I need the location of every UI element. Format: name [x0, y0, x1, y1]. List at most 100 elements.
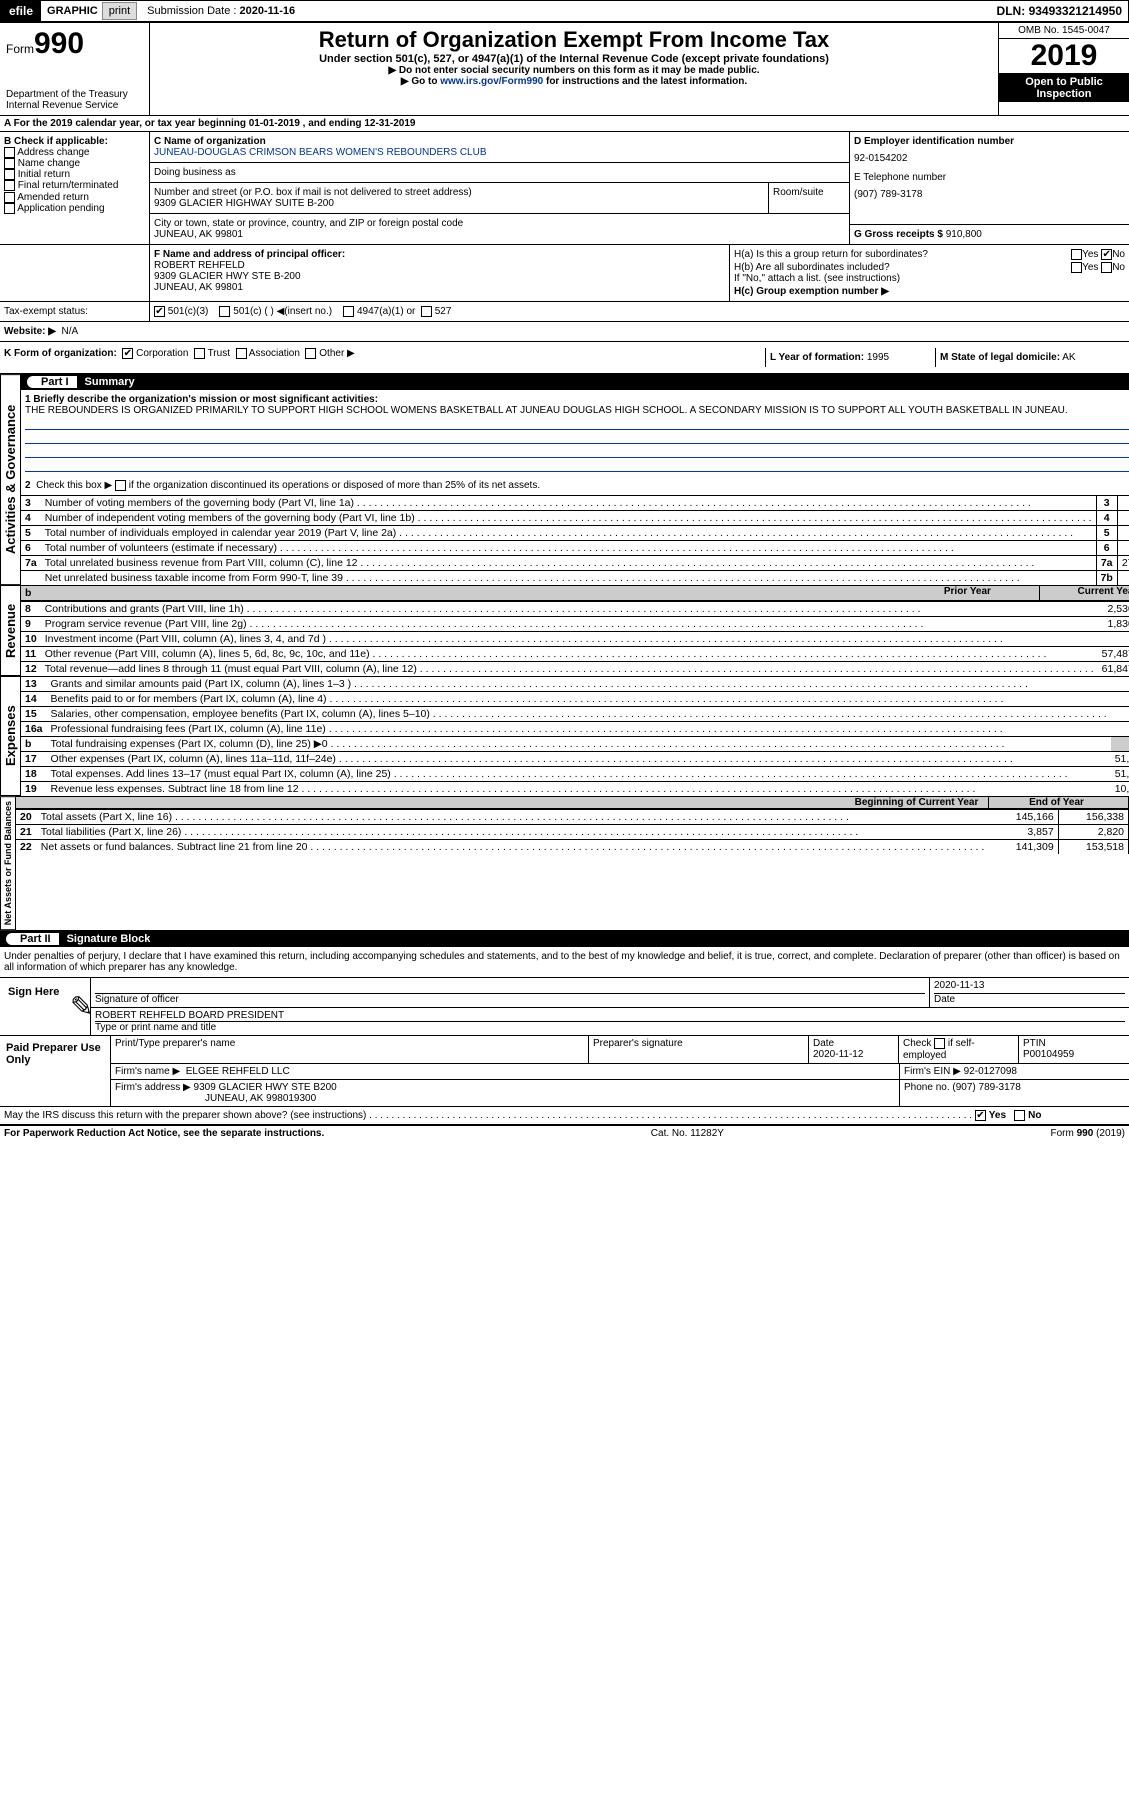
- sub3: ▶ Go to www.irs.gov/Form990 for instruct…: [156, 76, 992, 87]
- b-checkbox[interactable]: [4, 147, 15, 158]
- mayirs-no-checkbox[interactable]: [1014, 1110, 1025, 1121]
- ptin-label: PTIN: [1023, 1038, 1046, 1049]
- table-row: 19Revenue less expenses. Subtract line 1…: [21, 782, 1129, 797]
- end-year-hdr: End of Year: [989, 797, 1129, 808]
- mission-text: THE REBOUNDERS IS ORGANIZED PRIMARILY TO…: [25, 405, 1068, 416]
- footer: For Paperwork Reduction Act Notice, see …: [0, 1124, 1129, 1141]
- may-irs-row: May the IRS discuss this return with the…: [0, 1107, 1129, 1124]
- submission-date-label: Submission Date : 2020-11-16: [147, 5, 295, 17]
- paid-preparer-block: Paid Preparer Use Only Print/Type prepar…: [0, 1036, 1129, 1106]
- mayirs-yes-checkbox[interactable]: [975, 1110, 986, 1121]
- firm-ein: 92-0127098: [964, 1066, 1017, 1077]
- table-row: 16aProfessional fundraising fees (Part I…: [21, 722, 1129, 737]
- title-box: Return of Organization Exempt From Incom…: [150, 23, 999, 115]
- table-row: 5Total number of individuals employed in…: [21, 526, 1129, 541]
- sidebar-netassets: Net Assets or Fund Balances: [0, 796, 16, 930]
- sub1: Under section 501(c), 527, or 4947(a)(1)…: [156, 53, 992, 65]
- sig-date-label: Date: [934, 994, 1125, 1005]
- firm-addr-label: Firm's address ▶: [115, 1082, 191, 1093]
- line2-checkbox[interactable]: [115, 480, 126, 491]
- j-label: Website: ▶: [4, 326, 56, 337]
- ptin: P00104959: [1023, 1049, 1074, 1060]
- table-row: 18Total expenses. Add lines 13–17 (must …: [21, 767, 1129, 782]
- 527-checkbox[interactable]: [421, 306, 432, 317]
- print-button[interactable]: print: [102, 2, 137, 20]
- table-row: 10Investment income (Part VIII, column (…: [21, 632, 1129, 647]
- l-label: L Year of formation:: [770, 352, 864, 363]
- dln-lbl: DLN:: [997, 4, 1026, 18]
- sidebar-revenue: Revenue: [0, 585, 21, 676]
- part2-title: Signature Block: [67, 933, 151, 945]
- part1-title: Summary: [85, 376, 135, 388]
- ha-no-checkbox[interactable]: [1101, 249, 1112, 260]
- 4947-checkbox[interactable]: [343, 306, 354, 317]
- tax-year: 2019: [999, 39, 1129, 74]
- hc-label: H(c) Group exemption number ▶: [734, 286, 889, 297]
- sub3-pre: ▶ Go to: [401, 76, 440, 87]
- firm-city: JUNEAU, AK 998019300: [205, 1093, 316, 1104]
- expenses-table: 13Grants and similar amounts paid (Part …: [21, 676, 1129, 796]
- hb-yes-checkbox[interactable]: [1071, 262, 1082, 273]
- prep-phone-label: Phone no.: [904, 1082, 950, 1093]
- 501c3-checkbox[interactable]: [154, 306, 165, 317]
- self-employed-checkbox[interactable]: [934, 1038, 945, 1049]
- k-other-checkbox[interactable]: [305, 348, 316, 359]
- form-header: Form990 Department of the Treasury Inter…: [0, 22, 1129, 115]
- 501c-checkbox[interactable]: [219, 306, 230, 317]
- g-label: G Gross receipts $: [854, 229, 943, 240]
- may-irs-text: May the IRS discuss this return with the…: [4, 1110, 975, 1121]
- section-c: C Name of organization JUNEAU-DOUGLAS CR…: [150, 132, 849, 244]
- k-corp: Corporation: [136, 348, 188, 359]
- j-val: N/A: [62, 326, 79, 337]
- sign-here-label: Sign Here: [0, 978, 70, 1035]
- 501c: 501(c) ( ) ◀(insert no.): [233, 306, 332, 317]
- revenue-table: 8Contributions and grants (Part VIII, li…: [21, 601, 1129, 676]
- open-inspection: Open to Public Inspection: [999, 74, 1129, 102]
- netassets-block: Net Assets or Fund Balances Beginning of…: [0, 796, 1129, 931]
- b-item: Final return/terminated: [4, 180, 145, 191]
- k-trust-checkbox[interactable]: [194, 348, 205, 359]
- prep-date-label: Date: [813, 1038, 834, 1049]
- efile-button[interactable]: efile: [1, 1, 41, 21]
- k-trust: Trust: [208, 348, 230, 359]
- b-checkbox[interactable]: [4, 158, 15, 169]
- b-checkbox[interactable]: [4, 169, 15, 180]
- b-checkbox[interactable]: [4, 203, 15, 214]
- org-name-link[interactable]: JUNEAU-DOUGLAS CRIMSON BEARS WOMEN'S REB…: [154, 147, 487, 158]
- sig-date: 2020-11-13: [934, 980, 1125, 994]
- table-row: 22Net assets or fund balances. Subtract …: [16, 840, 1129, 855]
- i-label: Tax-exempt status:: [0, 302, 150, 321]
- omb: OMB No. 1545-0047: [999, 23, 1129, 39]
- b-checkbox[interactable]: [4, 192, 15, 203]
- sub-date-val: 2020-11-16: [239, 5, 295, 17]
- b-checkbox[interactable]: [4, 180, 15, 191]
- no1: No: [1112, 249, 1125, 260]
- part2-header: Part II Signature Block: [0, 931, 1129, 947]
- sub-date-lbl: Submission Date :: [147, 5, 236, 17]
- g-val: 910,800: [946, 229, 982, 240]
- k-assoc: Association: [249, 348, 300, 359]
- beg-year-hdr: Beginning of Current Year: [849, 797, 989, 808]
- governance-table: 3Number of voting members of the governi…: [21, 495, 1129, 585]
- firm-addr: 9309 GLACIER HWY STE B200: [194, 1082, 337, 1093]
- no2: No: [1112, 262, 1125, 273]
- prep-date: 2020-11-12: [813, 1049, 863, 1060]
- f-addr: 9309 GLACIER HWY STE B-200 JUNEAU, AK 99…: [154, 271, 725, 293]
- city-label: City or town, state or province, country…: [154, 218, 845, 229]
- graphic-label: GRAPHIC: [43, 5, 102, 17]
- irs-link[interactable]: www.irs.gov/Form990: [440, 76, 543, 87]
- table-row: 3Number of voting members of the governi…: [21, 496, 1129, 511]
- section-bcdeg: B Check if applicable: Address change Na…: [0, 132, 1129, 244]
- table-row: 12Total revenue—add lines 8 through 11 (…: [21, 662, 1129, 677]
- hb-no-checkbox[interactable]: [1101, 262, 1112, 273]
- section-f: F Name and address of principal officer:…: [150, 245, 729, 301]
- k-corp-checkbox[interactable]: [122, 348, 133, 359]
- k-assoc-checkbox[interactable]: [236, 348, 247, 359]
- sign-here-block: Sign Here ✎ Signature of officer 2020-11…: [0, 977, 1129, 1036]
- mission-line: [25, 458, 1129, 472]
- yes1: Yes: [1082, 249, 1098, 260]
- ha-yes-checkbox[interactable]: [1071, 249, 1082, 260]
- declaration: Under penalties of perjury, I declare th…: [0, 947, 1129, 977]
- mission-line: [25, 416, 1129, 430]
- netassets-table: 20Total assets (Part X, line 16)145,1661…: [16, 809, 1129, 854]
